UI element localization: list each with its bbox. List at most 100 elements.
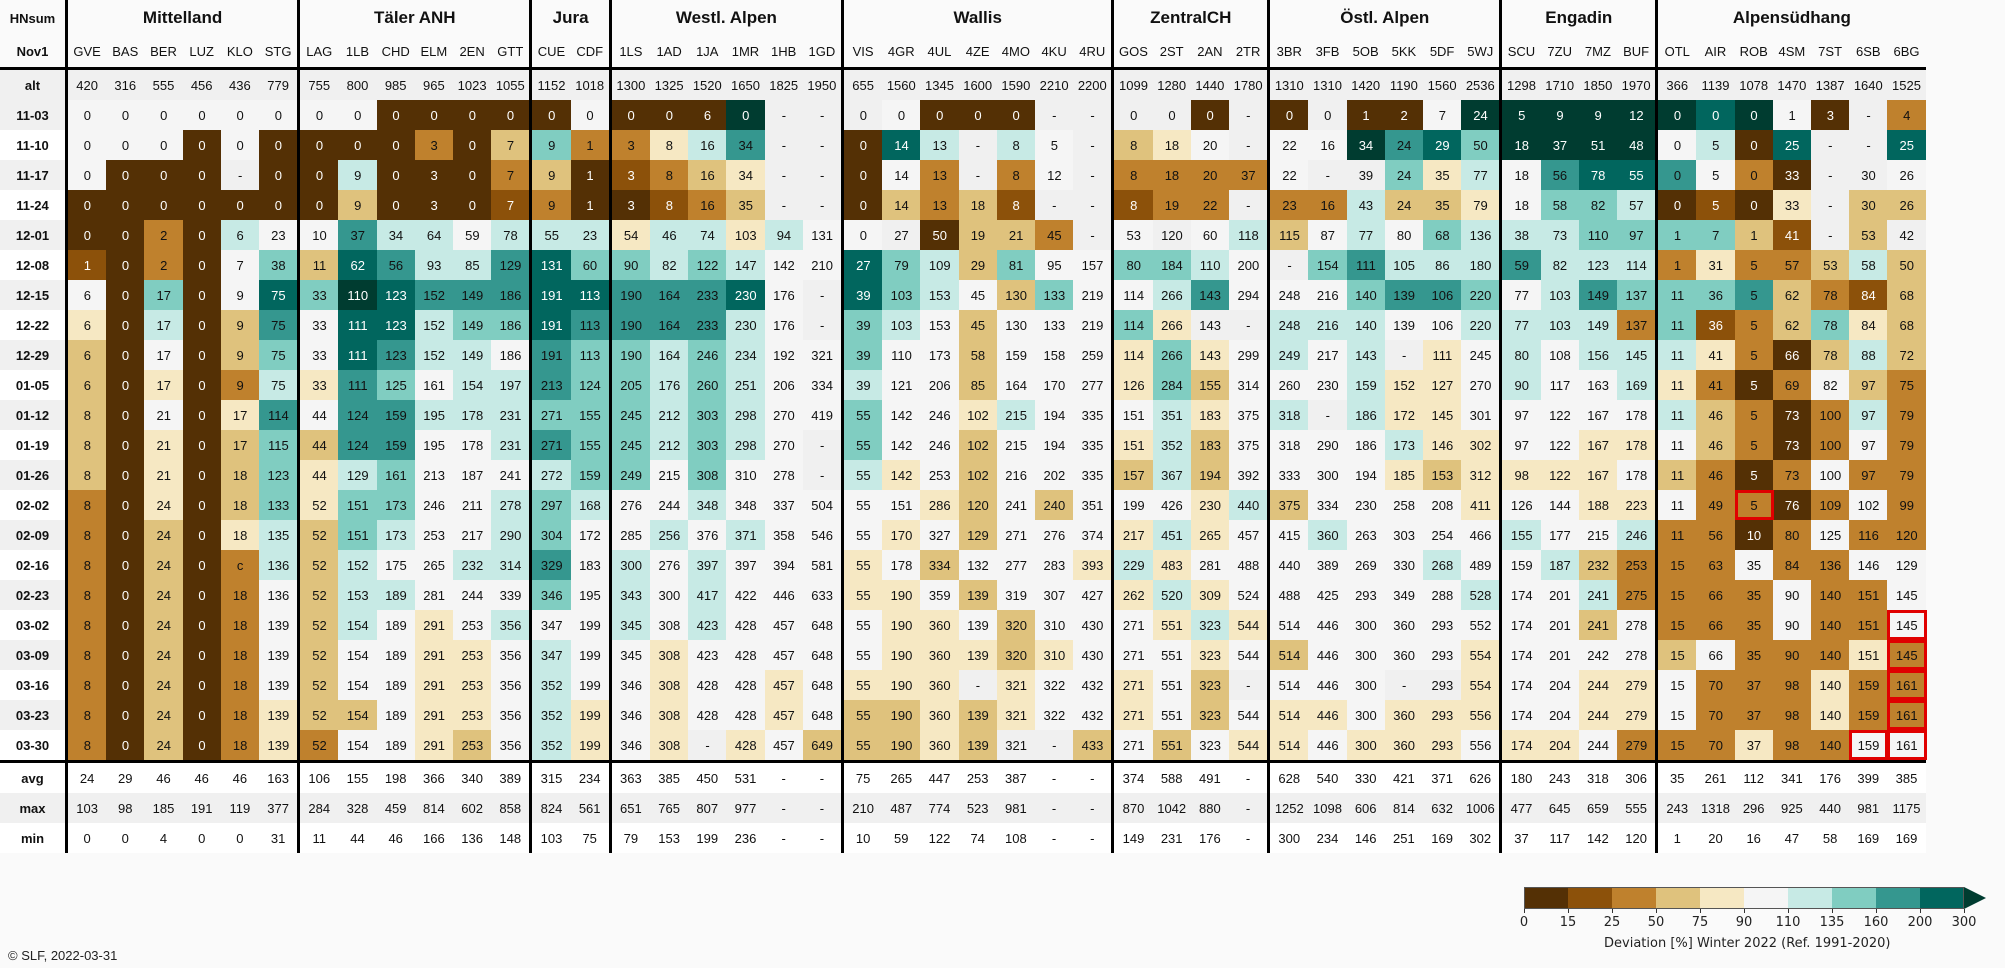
heatmap-cell: 186 — [491, 340, 530, 370]
heatmap-cell: 321 — [996, 670, 1036, 700]
summary-value: 1098 — [1313, 800, 1342, 816]
summary-value: 46 — [156, 770, 171, 786]
heatmap-cell: 24 — [1384, 160, 1424, 190]
heatmap-cell: 300 — [611, 550, 651, 580]
station-header: VIS — [852, 43, 874, 59]
heatmap-cell: 200 — [1229, 250, 1268, 280]
heatmap-cell: 241 — [1578, 610, 1618, 640]
heatmap-cell: 190 — [882, 580, 921, 610]
heatmap-cell: 34 — [376, 220, 416, 250]
summary-value: 774 — [928, 800, 951, 816]
heatmap-cell: 137 — [1617, 310, 1656, 340]
heatmap-cell: 45 — [958, 280, 998, 310]
heatmap-cell: - — [802, 460, 842, 490]
heatmap-cell: 253 — [453, 700, 492, 730]
heatmap-cell: 97 — [1502, 400, 1542, 430]
summary-value: 79 — [623, 830, 639, 846]
heatmap-cell: 78 — [491, 220, 530, 250]
heatmap-cell: 0 — [882, 100, 921, 130]
heatmap-cell: 172 — [1384, 400, 1424, 430]
station-header: 6BG — [1893, 43, 1920, 59]
station-header: 4MO — [1001, 43, 1030, 59]
heatmap-cell: 24 — [1461, 100, 1500, 130]
heatmap-cell: 93 — [414, 250, 454, 280]
heatmap-cell: 260 — [688, 370, 727, 400]
heatmap-cell: 98 — [1772, 730, 1812, 760]
heatmap-cell: 11 — [1658, 370, 1697, 400]
colorbar-tick-label: 160 — [1863, 915, 1889, 930]
heatmap-cell: 432 — [1073, 700, 1112, 730]
summary-value: 176 — [1199, 830, 1221, 846]
heatmap-cell: - — [802, 310, 842, 340]
heatmap-cell: 163 — [1578, 370, 1618, 400]
heatmap-cell: 5 — [1696, 160, 1736, 190]
heatmap-cell: 152 — [1384, 370, 1424, 400]
heatmap-cell: 21 — [144, 400, 184, 430]
heatmap-cell: 109 — [920, 250, 960, 280]
heatmap-cell: 195 — [414, 430, 454, 460]
heatmap-cell: 210 — [802, 250, 842, 280]
heatmap-cell: 428 — [726, 610, 766, 640]
heatmap-cell: 251 — [726, 370, 766, 400]
heatmap-cell: 648 — [802, 670, 842, 700]
station-header: 5DF — [1429, 43, 1455, 59]
heatmap-cell: 139 — [259, 700, 298, 730]
heatmap-cell: 271 — [1114, 610, 1154, 640]
heatmap-cell: 120 — [1152, 220, 1192, 250]
summary-value: 11 — [312, 830, 327, 846]
heatmap-cell: 145 — [1887, 640, 1927, 670]
heatmap-cell: 46 — [1696, 430, 1736, 460]
heatmap-cell: 0 — [1658, 160, 1697, 190]
heatmap-cell: 151 — [1849, 580, 1888, 610]
heatmap-cell: 246 — [920, 430, 960, 460]
group-header: Westl. Alpen — [675, 8, 777, 27]
heatmap-cell: 244 — [1578, 670, 1618, 700]
heatmap-cell: 17 — [144, 280, 184, 310]
heatmap-cell: - — [802, 190, 842, 220]
heatmap-cell: 139 — [1384, 280, 1424, 310]
heatmap-cell: 18 — [220, 640, 260, 670]
heatmap-cell: 0 — [106, 310, 145, 340]
station-header: BUF — [1623, 43, 1650, 59]
alt-value: 1310 — [1313, 77, 1342, 93]
summary-value: 148 — [499, 830, 522, 846]
heatmap-cell: 551 — [1152, 610, 1192, 640]
heatmap-cell: 648 — [802, 640, 842, 670]
heatmap-cell: 308 — [650, 640, 689, 670]
summary-value: 236 — [734, 830, 757, 846]
heatmap-cell: 75 — [259, 340, 298, 370]
highlight-box — [1887, 730, 1927, 760]
heatmap-cell: 0 — [106, 160, 145, 190]
summary-value: 176 — [1819, 770, 1841, 786]
heatmap-cell: 23 — [570, 220, 610, 250]
alt-value: 800 — [346, 77, 369, 93]
heatmap-cell: 217 — [1114, 520, 1154, 550]
date-row-label: 03-02 — [0, 610, 65, 640]
heatmap-cell: 345 — [611, 610, 651, 640]
heatmap-cell: 12 — [1617, 100, 1656, 130]
heatmap-cell: - — [1229, 310, 1268, 340]
heatmap-cell: 11 — [1658, 490, 1697, 520]
heatmap-cell: 376 — [688, 520, 727, 550]
heatmap-cell: 16 — [688, 190, 727, 220]
heatmap-cell: 0 — [259, 100, 298, 130]
heatmap-cell: 125 — [1811, 520, 1850, 550]
date-row-label: 11-17 — [0, 160, 65, 190]
heatmap-cell: 291 — [414, 700, 454, 730]
heatmap-cell: 24 — [144, 520, 184, 550]
heatmap-cell: 426 — [1152, 490, 1192, 520]
heatmap-cell: 116 — [1849, 520, 1888, 550]
summary-value: - — [819, 770, 825, 786]
heatmap-cell: 0 — [376, 100, 416, 130]
heatmap-cell: 52 — [300, 520, 339, 550]
heatmap-cell: 106 — [1423, 310, 1462, 340]
heatmap-cell: 103 — [1540, 280, 1580, 310]
heatmap-cell: 423 — [688, 610, 727, 640]
heatmap-cell: 188 — [1578, 490, 1618, 520]
summary-value: 166 — [423, 830, 445, 846]
summary-value: 659 — [1587, 800, 1609, 816]
heatmap-cell: 202 — [1035, 460, 1074, 490]
heatmap-cell: 335 — [1073, 460, 1112, 490]
heatmap-cell: 95 — [1035, 250, 1074, 280]
heatmap-cell: 271 — [1114, 730, 1154, 760]
